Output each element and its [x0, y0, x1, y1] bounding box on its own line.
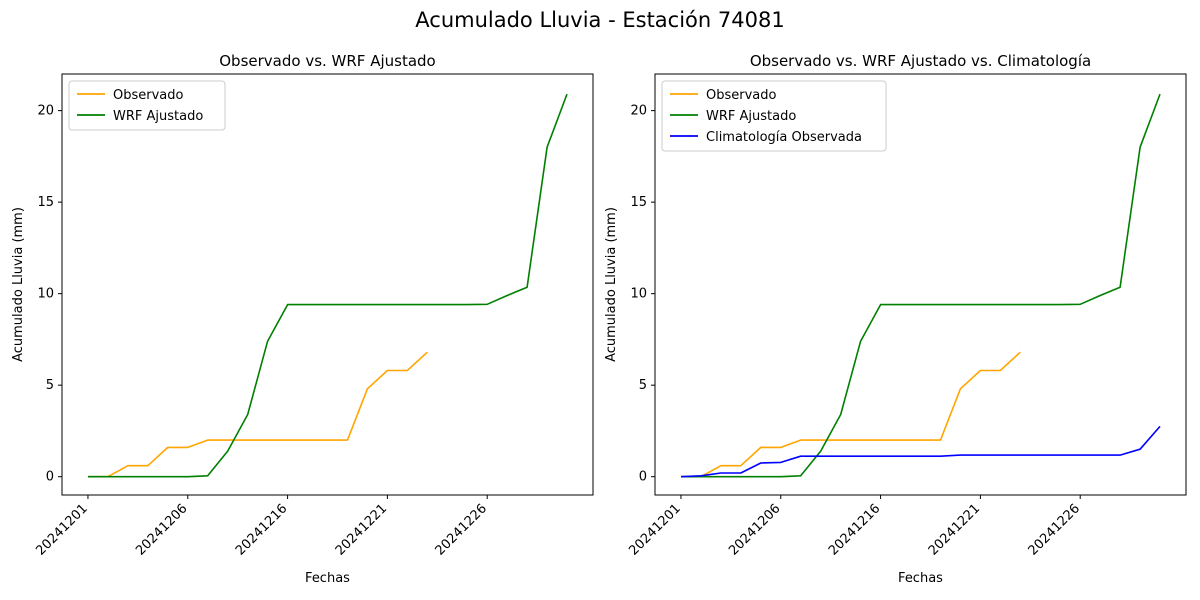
chart-2-x-tick-label: 20241201 [626, 501, 683, 558]
chart-1-series-line-2 [88, 93, 568, 478]
chart-1-legend-label-1: Observado [113, 88, 184, 103]
chart-1-legend-label-2: WRF Ajustado [113, 109, 203, 124]
chart-left: Observado vs. WRF Ajustado05101520202412… [11, 52, 594, 586]
chart-2-y-axis-label: Acumulado Lluvia (mm) [604, 207, 619, 362]
chart-2-y-tick-label: 20 [630, 104, 647, 119]
figure-title: Acumulado Lluvia - Estación 74081 [415, 8, 785, 32]
chart-2-series-line-3 [680, 425, 1161, 478]
chart-2-x-tick-label: 20241206 [726, 501, 783, 558]
chart-1-y-tick-label: 10 [37, 287, 54, 302]
chart-2-x-axis-label: Fechas [898, 571, 943, 586]
chart-2-series-line-2 [681, 93, 1161, 478]
chart-1-y-tick-label: 15 [37, 195, 54, 210]
chart-2-series-line-1 [681, 351, 1021, 478]
chart-2-title: Observado vs. WRF Ajustado vs. Climatolo… [750, 52, 1091, 70]
chart-1-y-tick-label: 5 [46, 378, 54, 393]
chart-2-x-tick-label: 20241221 [926, 501, 983, 558]
chart-2-x-tick-label: 20241226 [1026, 501, 1083, 558]
chart-1-legend-box [68, 80, 226, 131]
chart-1-title: Observado vs. WRF Ajustado [219, 52, 435, 70]
chart-2-x-tick-label: 20241216 [826, 501, 883, 558]
chart-2-legend-label-3: Climatología Observada [706, 130, 862, 145]
chart-1-series-line-1 [88, 351, 428, 478]
chart-2-axes-frame [654, 73, 1187, 496]
chart-2-y-tick-label: 10 [630, 287, 647, 302]
chart-2-legend-label-2: WRF Ajustado [706, 109, 796, 124]
chart-2-legend-label-1: Observado [706, 88, 777, 103]
chart-1-x-axis-label: Fechas [305, 571, 350, 586]
chart-1-y-tick-label: 0 [46, 470, 54, 485]
chart-1-axes-frame [61, 73, 594, 496]
chart-2-legend-box [661, 80, 887, 152]
chart-1-y-axis-label: Acumulado Lluvia (mm) [11, 207, 26, 362]
chart-2-y-tick-label: 5 [639, 378, 647, 393]
chart-1-y-tick-label: 20 [37, 104, 54, 119]
chart-2-y-tick-label: 0 [639, 470, 647, 485]
chart-2-y-tick-label: 15 [630, 195, 647, 210]
